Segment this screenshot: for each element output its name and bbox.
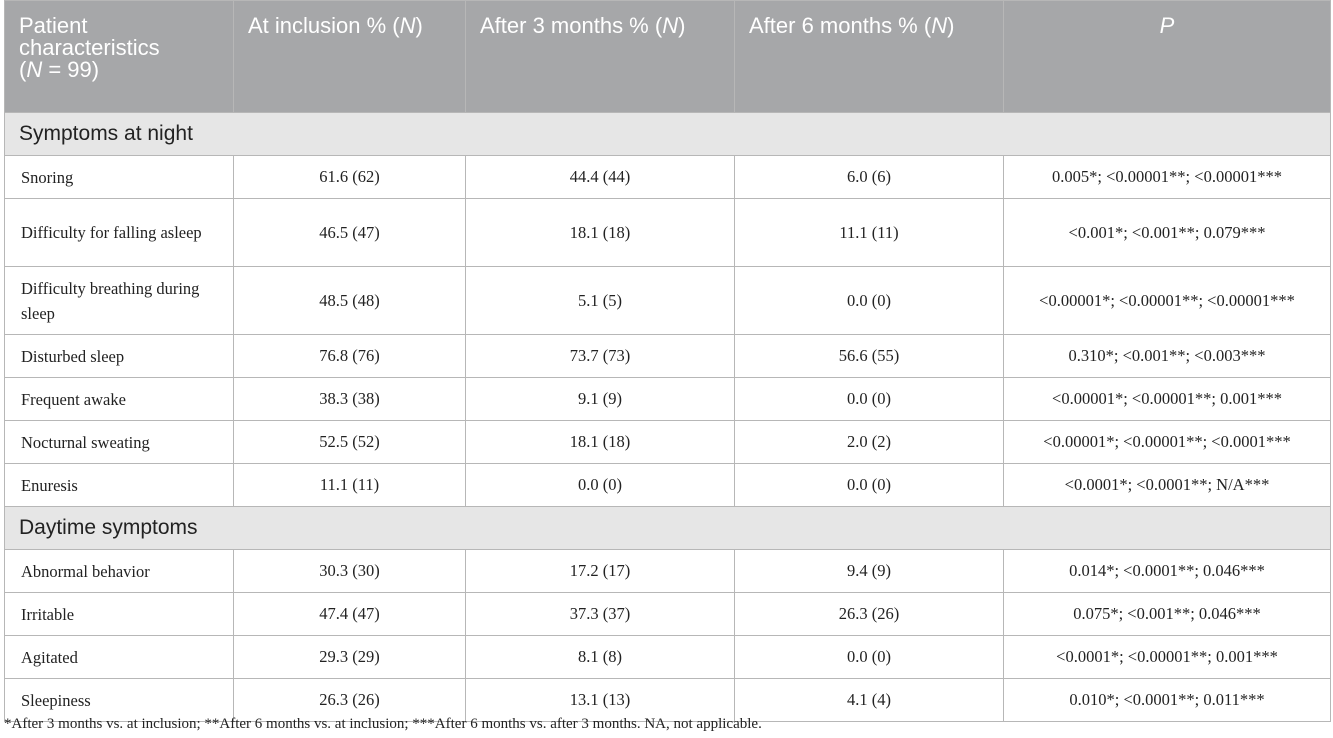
- table-row: Agitated 29.3 (29) 8.1 (8) 0.0 (0) <0.00…: [4, 635, 1331, 679]
- cell-p-value: 0.075*; <0.001**; 0.046***: [1003, 592, 1331, 636]
- section-title: Symptoms at night: [4, 112, 1331, 156]
- cell-p-value: <0.0001*; <0.00001**; 0.001***: [1003, 635, 1331, 679]
- cell-after-6-months: 6.0 (6): [734, 155, 1004, 199]
- cell-at-inclusion: 11.1 (11): [233, 463, 466, 507]
- cell-p-value: <0.00001*; <0.00001**; <0.00001***: [1003, 266, 1331, 335]
- table-header: Patient characteristics (N = 99) At incl…: [4, 0, 1331, 113]
- cell-p-value: <0.00001*; <0.00001**; 0.001***: [1003, 377, 1331, 421]
- row-label: Abnormal behavior: [4, 549, 234, 593]
- table-body: Symptoms at night Snoring 61.6 (62) 44.4…: [4, 112, 1331, 722]
- cell-after-3-months: 18.1 (18): [465, 420, 735, 464]
- cell-p-value: <0.0001*; <0.0001**; N/A***: [1003, 463, 1331, 507]
- header-col3-text: After 6 months % (: [749, 13, 932, 38]
- header-row: Patient characteristics (N = 99) At incl…: [4, 0, 1331, 113]
- header-col3-close: ): [947, 13, 955, 38]
- table-row: Irritable 47.4 (47) 37.3 (37) 26.3 (26) …: [4, 592, 1331, 636]
- cell-after-6-months: 11.1 (11): [734, 198, 1004, 267]
- cell-at-inclusion: 30.3 (30): [233, 549, 466, 593]
- cell-p-value: 0.014*; <0.0001**; 0.046***: [1003, 549, 1331, 593]
- cell-p-value: 0.005*; <0.00001**; <0.00001***: [1003, 155, 1331, 199]
- section-title: Daytime symptoms: [4, 506, 1331, 550]
- row-label: Enuresis: [4, 463, 234, 507]
- cell-p-value: 0.310*; <0.001**; <0.003***: [1003, 334, 1331, 378]
- cell-after-3-months: 73.7 (73): [465, 334, 735, 378]
- table-row: Nocturnal sweating 52.5 (52) 18.1 (18) 2…: [4, 420, 1331, 464]
- cell-after-3-months: 37.3 (37): [465, 592, 735, 636]
- table-row: Enuresis 11.1 (11) 0.0 (0) 0.0 (0) <0.00…: [4, 463, 1331, 507]
- row-label: Disturbed sleep: [4, 334, 234, 378]
- cell-p-value: <0.001*; <0.001**; 0.079***: [1003, 198, 1331, 267]
- cell-at-inclusion: 29.3 (29): [233, 635, 466, 679]
- row-label: Difficulty breathing during sleep: [4, 266, 234, 335]
- cell-at-inclusion: 52.5 (52): [233, 420, 466, 464]
- cell-after-3-months: 8.1 (8): [465, 635, 735, 679]
- row-label: Frequent awake: [4, 377, 234, 421]
- header-col0-line3-pre: (: [19, 57, 27, 82]
- cell-at-inclusion: 47.4 (47): [233, 592, 466, 636]
- header-col2-n-symbol: N: [662, 13, 679, 38]
- table-row: Abnormal behavior 30.3 (30) 17.2 (17) 9.…: [4, 549, 1331, 593]
- table-row: Snoring 61.6 (62) 44.4 (44) 6.0 (6) 0.00…: [4, 155, 1331, 199]
- header-col1-close: ): [415, 13, 423, 38]
- row-label: Snoring: [4, 155, 234, 199]
- row-label: Nocturnal sweating: [4, 420, 234, 464]
- table-row: Sleepiness 26.3 (26) 13.1 (13) 4.1 (4) 0…: [4, 678, 1331, 722]
- header-col2-text: After 3 months % (: [480, 13, 663, 38]
- cell-after-3-months: 5.1 (5): [465, 266, 735, 335]
- header-col1-text: At inclusion % (: [248, 13, 400, 38]
- cell-p-value: <0.00001*; <0.00001**; <0.0001***: [1003, 420, 1331, 464]
- header-col1-n-symbol: N: [399, 13, 416, 38]
- patient-symptoms-table: Patient characteristics (N = 99) At incl…: [4, 0, 1331, 722]
- cell-after-6-months: 0.0 (0): [734, 635, 1004, 679]
- header-after-3-months: After 3 months % (N): [465, 0, 735, 113]
- cell-after-6-months: 26.3 (26): [734, 592, 1004, 636]
- cell-after-6-months: 0.0 (0): [734, 463, 1004, 507]
- header-after-6-months: After 6 months % (N): [734, 0, 1004, 113]
- header-col0-line1: Patient: [19, 13, 88, 38]
- cell-after-3-months: 13.1 (13): [465, 678, 735, 722]
- table-footnote: *After 3 months vs. at inclusion; **Afte…: [4, 716, 762, 732]
- row-label: Irritable: [4, 592, 234, 636]
- cell-after-6-months: 2.0 (2): [734, 420, 1004, 464]
- cell-at-inclusion: 46.5 (47): [233, 198, 466, 267]
- cell-after-6-months: 0.0 (0): [734, 377, 1004, 421]
- table-row: Disturbed sleep 76.8 (76) 73.7 (73) 56.6…: [4, 334, 1331, 378]
- cell-at-inclusion: 48.5 (48): [233, 266, 466, 335]
- header-patient-characteristics: Patient characteristics (N = 99): [4, 0, 234, 113]
- cell-after-3-months: 9.1 (9): [465, 377, 735, 421]
- row-label: Difficulty for falling asleep: [4, 198, 234, 267]
- header-col0-line3-post: = 99): [42, 57, 100, 82]
- row-label: Sleepiness: [4, 678, 234, 722]
- header-col3-n-symbol: N: [931, 13, 948, 38]
- cell-after-6-months: 56.6 (55): [734, 334, 1004, 378]
- header-at-inclusion: At inclusion % (N): [233, 0, 466, 113]
- header-p-value: P: [1003, 0, 1331, 113]
- cell-at-inclusion: 76.8 (76): [233, 334, 466, 378]
- header-col0-n-symbol: N: [26, 57, 43, 82]
- cell-after-3-months: 18.1 (18): [465, 198, 735, 267]
- cell-after-6-months: 0.0 (0): [734, 266, 1004, 335]
- table-row: Difficulty breathing during sleep 48.5 (…: [4, 266, 1331, 335]
- header-col2-close: ): [678, 13, 686, 38]
- table-row: Frequent awake 38.3 (38) 9.1 (9) 0.0 (0)…: [4, 377, 1331, 421]
- cell-at-inclusion: 61.6 (62): [233, 155, 466, 199]
- table-row: Difficulty for falling asleep 46.5 (47) …: [4, 198, 1331, 267]
- section-row-daytime: Daytime symptoms: [4, 506, 1331, 550]
- cell-after-3-months: 17.2 (17): [465, 549, 735, 593]
- cell-after-3-months: 44.4 (44): [465, 155, 735, 199]
- cell-at-inclusion: 38.3 (38): [233, 377, 466, 421]
- cell-after-3-months: 0.0 (0): [465, 463, 735, 507]
- cell-at-inclusion: 26.3 (26): [233, 678, 466, 722]
- cell-after-6-months: 4.1 (4): [734, 678, 1004, 722]
- header-col0-line2: characteristics: [19, 35, 160, 60]
- cell-p-value: 0.010*; <0.0001**; 0.011***: [1003, 678, 1331, 722]
- row-label: Agitated: [4, 635, 234, 679]
- section-row-night: Symptoms at night: [4, 112, 1331, 156]
- cell-after-6-months: 9.4 (9): [734, 549, 1004, 593]
